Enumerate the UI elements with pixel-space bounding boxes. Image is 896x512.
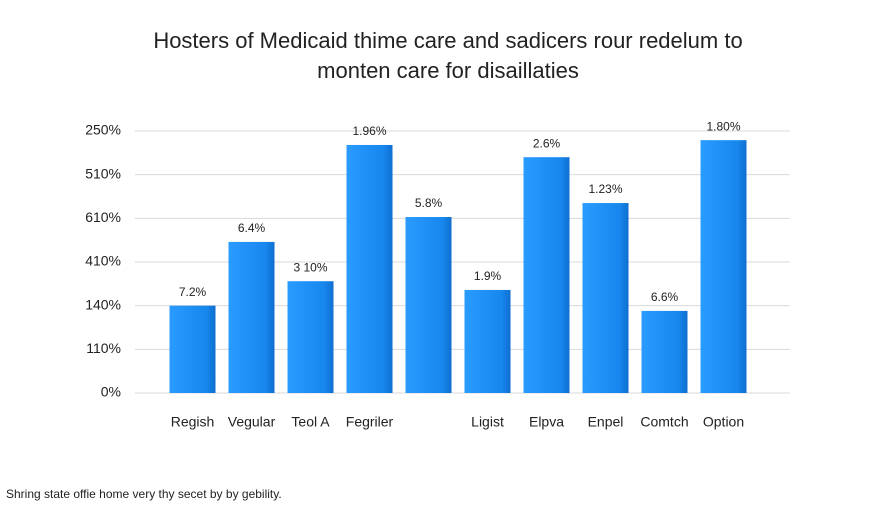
bar bbox=[582, 203, 629, 393]
x-tick-label: Vegular bbox=[228, 414, 276, 430]
bar bbox=[405, 217, 452, 393]
bar bbox=[346, 144, 393, 393]
bar bbox=[228, 241, 275, 393]
y-tick-label: 510% bbox=[85, 165, 121, 181]
x-tick-label: Enpel bbox=[588, 414, 624, 430]
data-label: 5.8% bbox=[415, 196, 443, 210]
data-label: 1.23% bbox=[588, 182, 622, 196]
bar bbox=[464, 289, 511, 393]
x-tick-label: Teol A bbox=[291, 414, 330, 430]
x-tick-label: Option bbox=[703, 414, 744, 430]
data-label: 7.2% bbox=[179, 285, 207, 299]
x-tick-label: Fegriler bbox=[346, 414, 394, 430]
bar bbox=[169, 305, 216, 393]
y-tick-label: 610% bbox=[85, 209, 121, 225]
bar bbox=[523, 157, 570, 393]
x-tick-label: Comtch bbox=[640, 414, 688, 430]
chart-title: Hosters of Medicaid thime care and sadic… bbox=[153, 28, 742, 53]
y-tick-label: 250% bbox=[85, 122, 121, 138]
data-label: 1.80% bbox=[706, 119, 740, 133]
x-tick-label: Regish bbox=[171, 414, 215, 430]
data-label: 6.6% bbox=[651, 290, 679, 304]
y-tick-label: 0% bbox=[101, 384, 121, 400]
y-tick-label: 140% bbox=[85, 296, 121, 312]
footnote: Shring state offie home very thy secet b… bbox=[6, 487, 282, 501]
chart-title: monten care for disaillaties bbox=[317, 58, 579, 83]
x-tick-label: Ligist bbox=[471, 414, 504, 430]
data-label: 1.9% bbox=[474, 269, 502, 283]
data-label: 6.4% bbox=[238, 221, 266, 235]
data-label: 3 10% bbox=[293, 260, 327, 274]
data-label: 1.96% bbox=[352, 124, 386, 138]
y-tick-label: 110% bbox=[86, 340, 121, 356]
y-tick-label: 410% bbox=[85, 253, 121, 269]
bar bbox=[641, 310, 688, 393]
data-label: 2.6% bbox=[533, 136, 561, 150]
x-tick-label: Elpva bbox=[529, 414, 564, 430]
bar bbox=[287, 281, 334, 393]
bar bbox=[700, 140, 747, 393]
